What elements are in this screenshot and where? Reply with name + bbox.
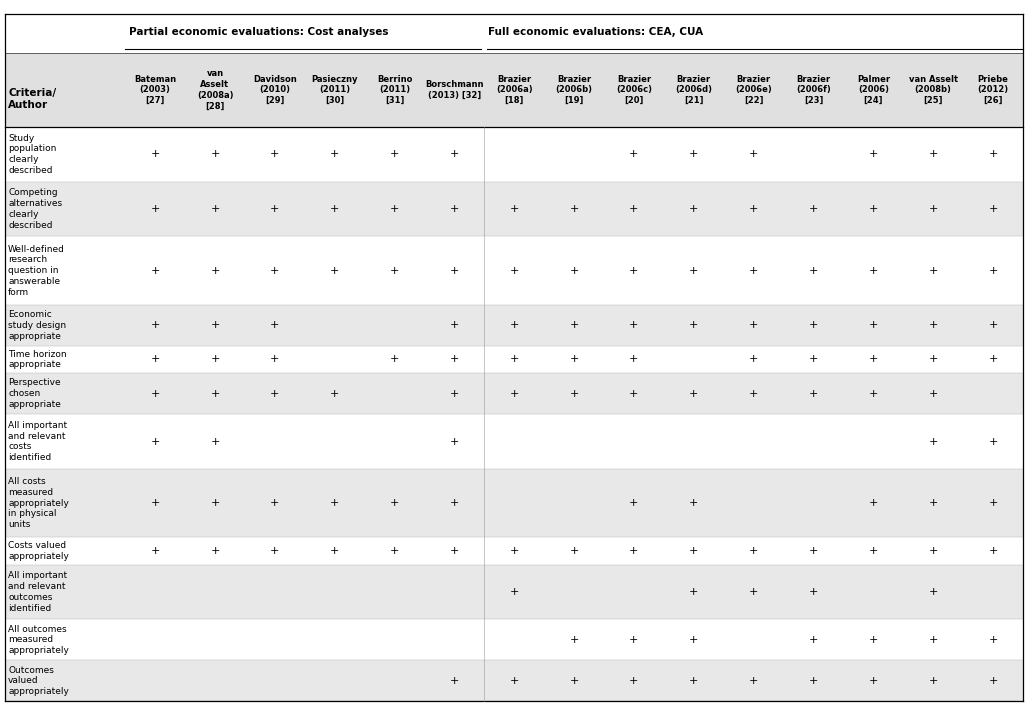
Text: +: + xyxy=(271,266,280,276)
Text: +: + xyxy=(929,546,938,556)
Text: +: + xyxy=(929,436,938,446)
Text: All important
and relevant
outcomes
identified: All important and relevant outcomes iden… xyxy=(8,572,68,613)
Text: Brazier
(2006b)
[19]: Brazier (2006b) [19] xyxy=(556,75,592,105)
Text: +: + xyxy=(330,546,339,556)
Text: +: + xyxy=(210,149,219,159)
Text: Brazier
(2006f)
[23]: Brazier (2006f) [23] xyxy=(796,75,831,105)
Text: +: + xyxy=(929,587,938,597)
Text: +: + xyxy=(868,320,878,330)
Bar xyxy=(5,620,1023,661)
Text: +: + xyxy=(868,149,878,159)
Text: +: + xyxy=(629,204,639,214)
Bar xyxy=(5,182,1023,236)
Text: +: + xyxy=(570,546,579,556)
Text: Berrino
(2011)
[31]: Berrino (2011) [31] xyxy=(377,75,412,105)
Text: Brazier
(2006d)
[21]: Brazier (2006d) [21] xyxy=(675,75,712,105)
Text: +: + xyxy=(390,149,399,159)
Text: +: + xyxy=(629,635,639,645)
Text: +: + xyxy=(509,546,519,556)
Text: +: + xyxy=(509,388,519,398)
Text: +: + xyxy=(570,355,579,364)
Text: +: + xyxy=(809,355,818,364)
Text: +: + xyxy=(929,498,938,508)
Text: +: + xyxy=(749,266,758,276)
Text: +: + xyxy=(988,635,997,645)
Text: +: + xyxy=(689,320,698,330)
Text: +: + xyxy=(689,676,698,686)
Text: +: + xyxy=(151,498,160,508)
Text: +: + xyxy=(330,388,339,398)
Text: +: + xyxy=(809,388,818,398)
Text: +: + xyxy=(330,498,339,508)
Bar xyxy=(5,305,1023,345)
Text: +: + xyxy=(271,388,280,398)
Bar xyxy=(5,414,1023,469)
Text: Brazier
(2006a)
[18]: Brazier (2006a) [18] xyxy=(496,75,533,105)
Text: Costs valued
appropriately: Costs valued appropriately xyxy=(8,541,69,561)
Text: +: + xyxy=(749,320,758,330)
Text: +: + xyxy=(929,388,938,398)
Text: Economic
study design
appropriate: Economic study design appropriate xyxy=(8,310,67,341)
Text: +: + xyxy=(390,546,399,556)
Text: Brazier
(2006c)
[20]: Brazier (2006c) [20] xyxy=(616,75,652,105)
Text: +: + xyxy=(271,204,280,214)
Text: All costs
measured
appropriately
in physical
units: All costs measured appropriately in phys… xyxy=(8,477,69,529)
Text: +: + xyxy=(390,266,399,276)
Text: +: + xyxy=(151,388,160,398)
Text: +: + xyxy=(390,355,399,364)
Text: +: + xyxy=(330,149,339,159)
Bar xyxy=(5,345,1023,373)
Text: +: + xyxy=(868,546,878,556)
Text: +: + xyxy=(929,320,938,330)
Text: +: + xyxy=(868,498,878,508)
Text: +: + xyxy=(689,204,698,214)
Text: +: + xyxy=(868,355,878,364)
Text: Competing
alternatives
clearly
described: Competing alternatives clearly described xyxy=(8,188,63,230)
Bar xyxy=(5,373,1023,414)
Text: Pasieczny
(2011)
[30]: Pasieczny (2011) [30] xyxy=(312,75,358,105)
Text: +: + xyxy=(450,388,459,398)
Text: +: + xyxy=(689,546,698,556)
Text: Borschmann
(2013) [32]: Borschmann (2013) [32] xyxy=(425,80,484,100)
Text: +: + xyxy=(629,498,639,508)
Text: All outcomes
measured
appropriately: All outcomes measured appropriately xyxy=(8,625,69,655)
Text: Partial economic evaluations: Cost analyses: Partial economic evaluations: Cost analy… xyxy=(129,27,388,37)
Bar xyxy=(5,469,1023,537)
Text: +: + xyxy=(689,635,698,645)
Text: +: + xyxy=(151,149,160,159)
Text: +: + xyxy=(988,436,997,446)
Text: +: + xyxy=(929,204,938,214)
Text: +: + xyxy=(988,320,997,330)
Text: +: + xyxy=(868,204,878,214)
Text: +: + xyxy=(868,388,878,398)
Text: +: + xyxy=(988,546,997,556)
Text: +: + xyxy=(629,149,639,159)
Text: +: + xyxy=(570,635,579,645)
Text: +: + xyxy=(749,204,758,214)
Text: +: + xyxy=(450,204,459,214)
Text: +: + xyxy=(271,320,280,330)
Text: +: + xyxy=(151,320,160,330)
Text: +: + xyxy=(450,436,459,446)
Text: +: + xyxy=(629,355,639,364)
Text: +: + xyxy=(689,388,698,398)
Text: Bateman
(2003)
[27]: Bateman (2003) [27] xyxy=(134,75,176,105)
Text: +: + xyxy=(629,676,639,686)
Text: +: + xyxy=(988,204,997,214)
Text: Outcomes
valued
appropriately: Outcomes valued appropriately xyxy=(8,666,69,697)
Text: +: + xyxy=(929,149,938,159)
Text: van
Asselt
(2008a)
[28]: van Asselt (2008a) [28] xyxy=(197,69,234,111)
Text: +: + xyxy=(868,635,878,645)
Text: +: + xyxy=(271,149,280,159)
Text: +: + xyxy=(749,587,758,597)
Text: Full economic evaluations: CEA, CUA: Full economic evaluations: CEA, CUA xyxy=(489,27,703,37)
Text: van Asselt
(2008b)
[25]: van Asselt (2008b) [25] xyxy=(908,75,957,105)
Text: +: + xyxy=(749,676,758,686)
Text: Brazier
(2006e)
[22]: Brazier (2006e) [22] xyxy=(735,75,772,105)
Text: Time horizon
appropriate: Time horizon appropriate xyxy=(8,350,67,369)
Text: +: + xyxy=(988,266,997,276)
Bar xyxy=(5,661,1023,701)
Text: +: + xyxy=(929,676,938,686)
Bar xyxy=(5,14,1023,53)
Text: +: + xyxy=(210,320,219,330)
